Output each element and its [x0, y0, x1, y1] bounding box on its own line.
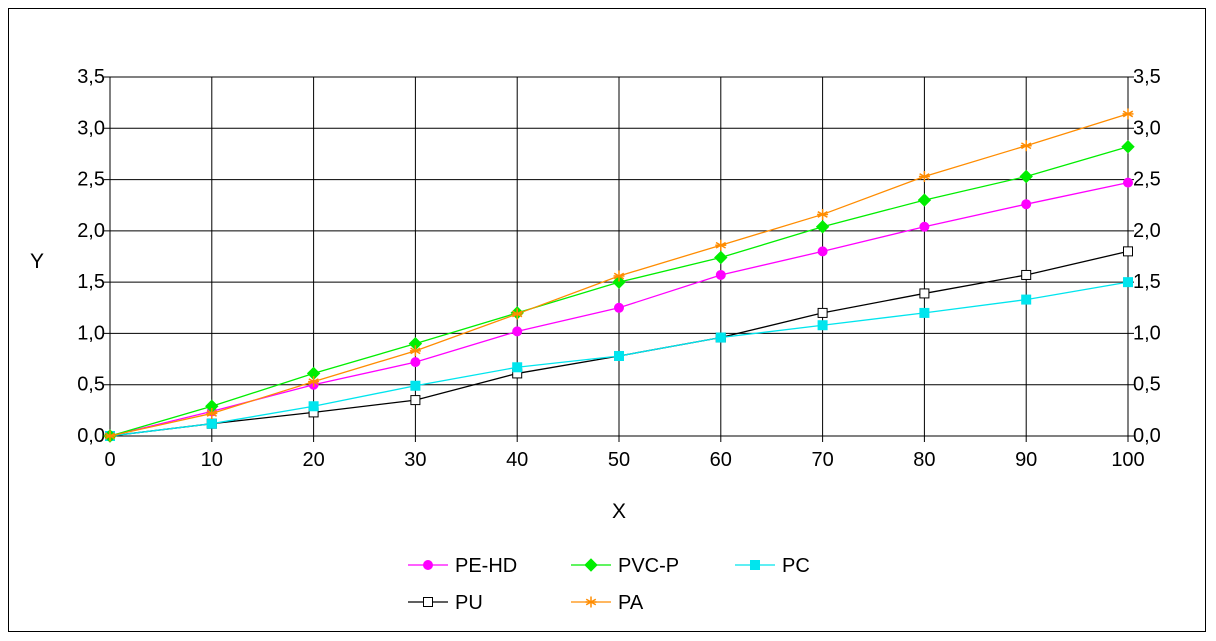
y-tick-label-right: 2,5	[1133, 169, 1161, 191]
y-axis-title: Y	[30, 250, 44, 273]
data-point-pc	[1123, 277, 1133, 288]
legend-item-pe-hd: PE-HD	[408, 555, 517, 577]
data-point-pe-hd	[919, 221, 930, 232]
grid	[104, 76, 1134, 442]
y-tick-label-left: 2,5	[77, 169, 105, 191]
x-tick-label: 90	[1015, 449, 1037, 471]
series-pc	[105, 277, 1133, 441]
data-point-pe-hd	[1123, 177, 1133, 188]
data-point-pu	[410, 395, 421, 406]
y-tick-label-left: 0,0	[77, 425, 105, 447]
legend-item-pu: PU	[408, 592, 483, 614]
x-tick-label: 20	[302, 449, 324, 471]
legend-label: PU	[455, 592, 483, 614]
data-point-pa	[409, 345, 421, 357]
series-pvc-p	[103, 140, 1135, 443]
x-tick-label: 70	[811, 449, 833, 471]
x-tick-label: 40	[506, 449, 528, 471]
data-point-pa	[104, 430, 116, 442]
data-point-pc	[206, 418, 217, 429]
y-tick-label-left: 1,0	[77, 322, 105, 344]
series-pe-hd	[105, 177, 1133, 441]
data-point-pc	[817, 320, 828, 331]
data-point-pc	[308, 401, 319, 412]
y-tick-label-right: 3,0	[1133, 117, 1161, 139]
data-point-pe-hd	[614, 302, 624, 313]
legend-item-pa: PA	[571, 592, 644, 614]
y-tick-label-left: 3,5	[77, 66, 105, 88]
data-point-pe-hd	[817, 246, 828, 257]
data-point-pc	[410, 380, 421, 391]
x-axis-ticks: 0 10 20 30 40 50 60 70 80 90 100	[104, 449, 1144, 471]
data-point-pa	[308, 376, 320, 388]
y-tick-label-left: 1,5	[77, 271, 105, 293]
data-point-pa	[715, 239, 727, 251]
data-point-pa	[613, 270, 625, 282]
x-tick-label: 0	[104, 449, 115, 471]
legend-label: PE-HD	[455, 555, 517, 577]
x-tick-label: 100	[1111, 449, 1144, 471]
data-point-pu	[1123, 246, 1133, 257]
y-tick-label-right: 1,5	[1133, 271, 1161, 293]
data-point-pvc-p	[1121, 140, 1135, 154]
data-point-pvc-p	[612, 275, 626, 289]
y-tick-label-right: 3,5	[1133, 66, 1161, 88]
chart-frame	[8, 8, 1206, 632]
data-point-pvc-p	[815, 220, 830, 234]
series-group	[103, 108, 1135, 443]
data-point-pe-hd	[715, 269, 726, 280]
y-tick-label-left: 3,0	[77, 117, 105, 139]
data-point-pa	[918, 170, 930, 182]
x-tick-label: 30	[404, 449, 426, 471]
y-tick-label-right: 0,5	[1133, 374, 1161, 396]
data-point-pvc-p	[714, 250, 728, 265]
legend-marker-pe-hd	[423, 560, 433, 570]
x-tick-label: 60	[710, 449, 732, 471]
data-point-pc	[919, 307, 930, 318]
y-tick-label-right: 2,0	[1133, 220, 1161, 242]
x-tick-label: 80	[913, 449, 935, 471]
y-tick-label-right: 1,0	[1133, 322, 1161, 344]
data-point-pc	[614, 350, 624, 361]
x-tick-label: 50	[608, 449, 630, 471]
legend-marker-pvc-p	[584, 558, 598, 572]
x-axis-title: X	[612, 500, 626, 523]
legend-marker-pc	[750, 560, 760, 570]
data-point-pe-hd	[1021, 199, 1032, 210]
data-point-pu	[919, 288, 930, 299]
legend: PE-HD PVC-P PC PU PA	[408, 555, 810, 614]
data-point-pa	[1122, 108, 1134, 120]
data-point-pa	[511, 308, 523, 320]
y-tick-label-left: 0,5	[77, 374, 105, 396]
data-point-pc	[1021, 294, 1032, 305]
series-pa	[104, 108, 1134, 442]
y-tick-label-left: 2,0	[77, 220, 105, 242]
data-point-pa	[817, 208, 829, 220]
data-point-pa	[1020, 140, 1032, 152]
legend-item-pc: PC	[735, 555, 810, 577]
legend-marker-pa	[585, 596, 597, 608]
x-tick-label: 10	[201, 449, 223, 471]
legend-label: PC	[782, 555, 810, 577]
data-point-pvc-p	[917, 193, 932, 207]
legend-label: PA	[618, 592, 644, 614]
data-point-pu	[1021, 269, 1032, 280]
data-point-pu	[817, 307, 828, 318]
data-point-pc	[715, 332, 726, 343]
y-axis-right-ticks: 0,0 0,5 1,0 1,5 2,0 2,5 3,0 3,5	[1133, 66, 1161, 447]
legend-label: PVC-P	[618, 555, 679, 577]
y-axis-left-ticks: 0,0 0,5 1,0 1,5 2,0 2,5 3,0 3,5	[77, 66, 105, 447]
legend-marker-pu	[423, 597, 433, 607]
data-point-pe-hd	[410, 357, 421, 368]
data-point-pe-hd	[512, 326, 523, 337]
data-point-pc	[512, 362, 523, 373]
data-point-pvc-p	[1019, 169, 1033, 184]
data-point-pa	[206, 407, 218, 419]
legend-item-pvc-p: PVC-P	[571, 555, 679, 577]
y-tick-label-right: 0,0	[1133, 425, 1161, 447]
